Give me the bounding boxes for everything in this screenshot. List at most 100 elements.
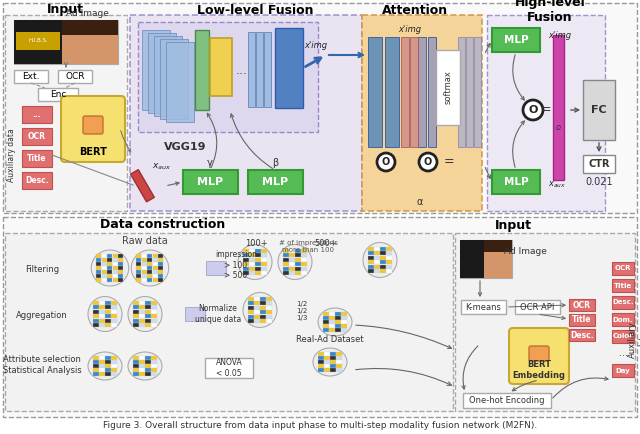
Bar	[158, 254, 163, 258]
Bar	[133, 300, 139, 305]
Text: Auxiliary data: Auxiliary data	[8, 128, 17, 182]
Bar	[111, 368, 116, 372]
Bar	[612, 330, 634, 343]
Text: $x_{aux}$: $x_{aux}$	[548, 180, 566, 190]
Bar	[301, 249, 307, 253]
Ellipse shape	[278, 244, 312, 279]
Bar	[492, 28, 540, 52]
Bar	[254, 310, 260, 314]
Text: x'img: x'img	[399, 26, 422, 34]
Bar	[183, 170, 238, 194]
Text: n: n	[200, 60, 204, 66]
Bar	[5, 15, 127, 211]
Bar	[93, 372, 99, 376]
Text: x'img: x'img	[305, 42, 328, 50]
Bar	[141, 266, 147, 270]
Bar	[368, 269, 374, 273]
Bar	[583, 155, 615, 173]
Bar	[111, 356, 116, 360]
Bar	[362, 15, 482, 211]
Text: VGG19: VGG19	[164, 142, 206, 152]
Bar	[458, 37, 465, 147]
Bar	[289, 249, 294, 253]
Bar	[118, 258, 124, 262]
Text: MLP: MLP	[504, 35, 528, 45]
Bar	[118, 254, 124, 258]
Bar	[255, 253, 260, 257]
Bar	[5, 233, 453, 411]
Bar	[113, 274, 118, 278]
Text: Desc.: Desc.	[612, 299, 634, 306]
Bar	[248, 301, 253, 305]
Bar	[151, 368, 157, 372]
Bar	[368, 264, 374, 269]
Bar	[133, 364, 139, 368]
Bar	[14, 20, 62, 64]
Bar	[266, 319, 272, 323]
Bar	[22, 106, 52, 123]
Text: 0.021: 0.021	[585, 177, 613, 187]
Bar	[151, 300, 157, 305]
Bar	[463, 393, 551, 408]
Bar	[93, 356, 99, 360]
Ellipse shape	[238, 244, 272, 279]
Bar	[111, 319, 116, 323]
Bar	[260, 310, 266, 314]
Bar	[335, 316, 340, 320]
Bar	[254, 296, 260, 301]
Circle shape	[523, 100, 543, 120]
Bar	[283, 257, 289, 262]
Bar	[147, 262, 152, 266]
Bar	[133, 368, 139, 372]
Bar	[158, 278, 163, 282]
Bar	[261, 249, 267, 253]
Bar	[329, 320, 335, 324]
Bar	[158, 258, 163, 262]
Bar	[380, 247, 386, 251]
Bar	[151, 314, 157, 318]
Text: Input: Input	[47, 3, 83, 16]
Text: Title: Title	[614, 283, 632, 289]
Bar	[93, 305, 99, 309]
Bar	[248, 306, 253, 310]
Bar	[301, 257, 307, 262]
Text: N: N	[217, 67, 225, 77]
FancyBboxPatch shape	[509, 328, 569, 384]
Bar	[330, 364, 336, 368]
Bar	[141, 262, 147, 266]
Bar	[266, 315, 272, 319]
Bar	[249, 262, 255, 266]
Bar	[261, 253, 267, 257]
Bar	[612, 313, 634, 326]
Text: Desc.: Desc.	[25, 176, 49, 185]
Bar	[261, 262, 267, 266]
Text: MLP: MLP	[197, 177, 223, 187]
Bar	[113, 278, 118, 282]
Text: # of impressions
more than 100: # of impressions more than 100	[278, 240, 337, 253]
Bar	[133, 305, 139, 309]
Bar	[99, 319, 105, 323]
Bar	[295, 249, 301, 253]
Bar	[266, 296, 272, 301]
Bar	[160, 39, 188, 119]
Text: 1/2: 1/2	[296, 301, 308, 307]
Bar	[583, 80, 615, 140]
Text: Figure 3. Overall structure from data input phase to multi-step modality fusion : Figure 3. Overall structure from data in…	[103, 421, 537, 431]
Bar	[283, 271, 289, 275]
Text: BERT
Embedding: BERT Embedding	[513, 360, 566, 380]
Bar	[151, 364, 157, 368]
Bar	[147, 270, 152, 274]
Bar	[102, 266, 107, 270]
Bar	[380, 260, 386, 264]
Bar	[418, 37, 426, 147]
Bar	[136, 266, 141, 270]
Bar	[133, 314, 139, 318]
Bar	[145, 314, 150, 318]
Bar	[130, 15, 362, 211]
Bar	[133, 360, 139, 364]
Bar	[248, 296, 253, 301]
Bar	[249, 249, 255, 253]
Text: α: α	[417, 197, 423, 207]
Bar	[153, 278, 158, 282]
Bar	[136, 274, 141, 278]
